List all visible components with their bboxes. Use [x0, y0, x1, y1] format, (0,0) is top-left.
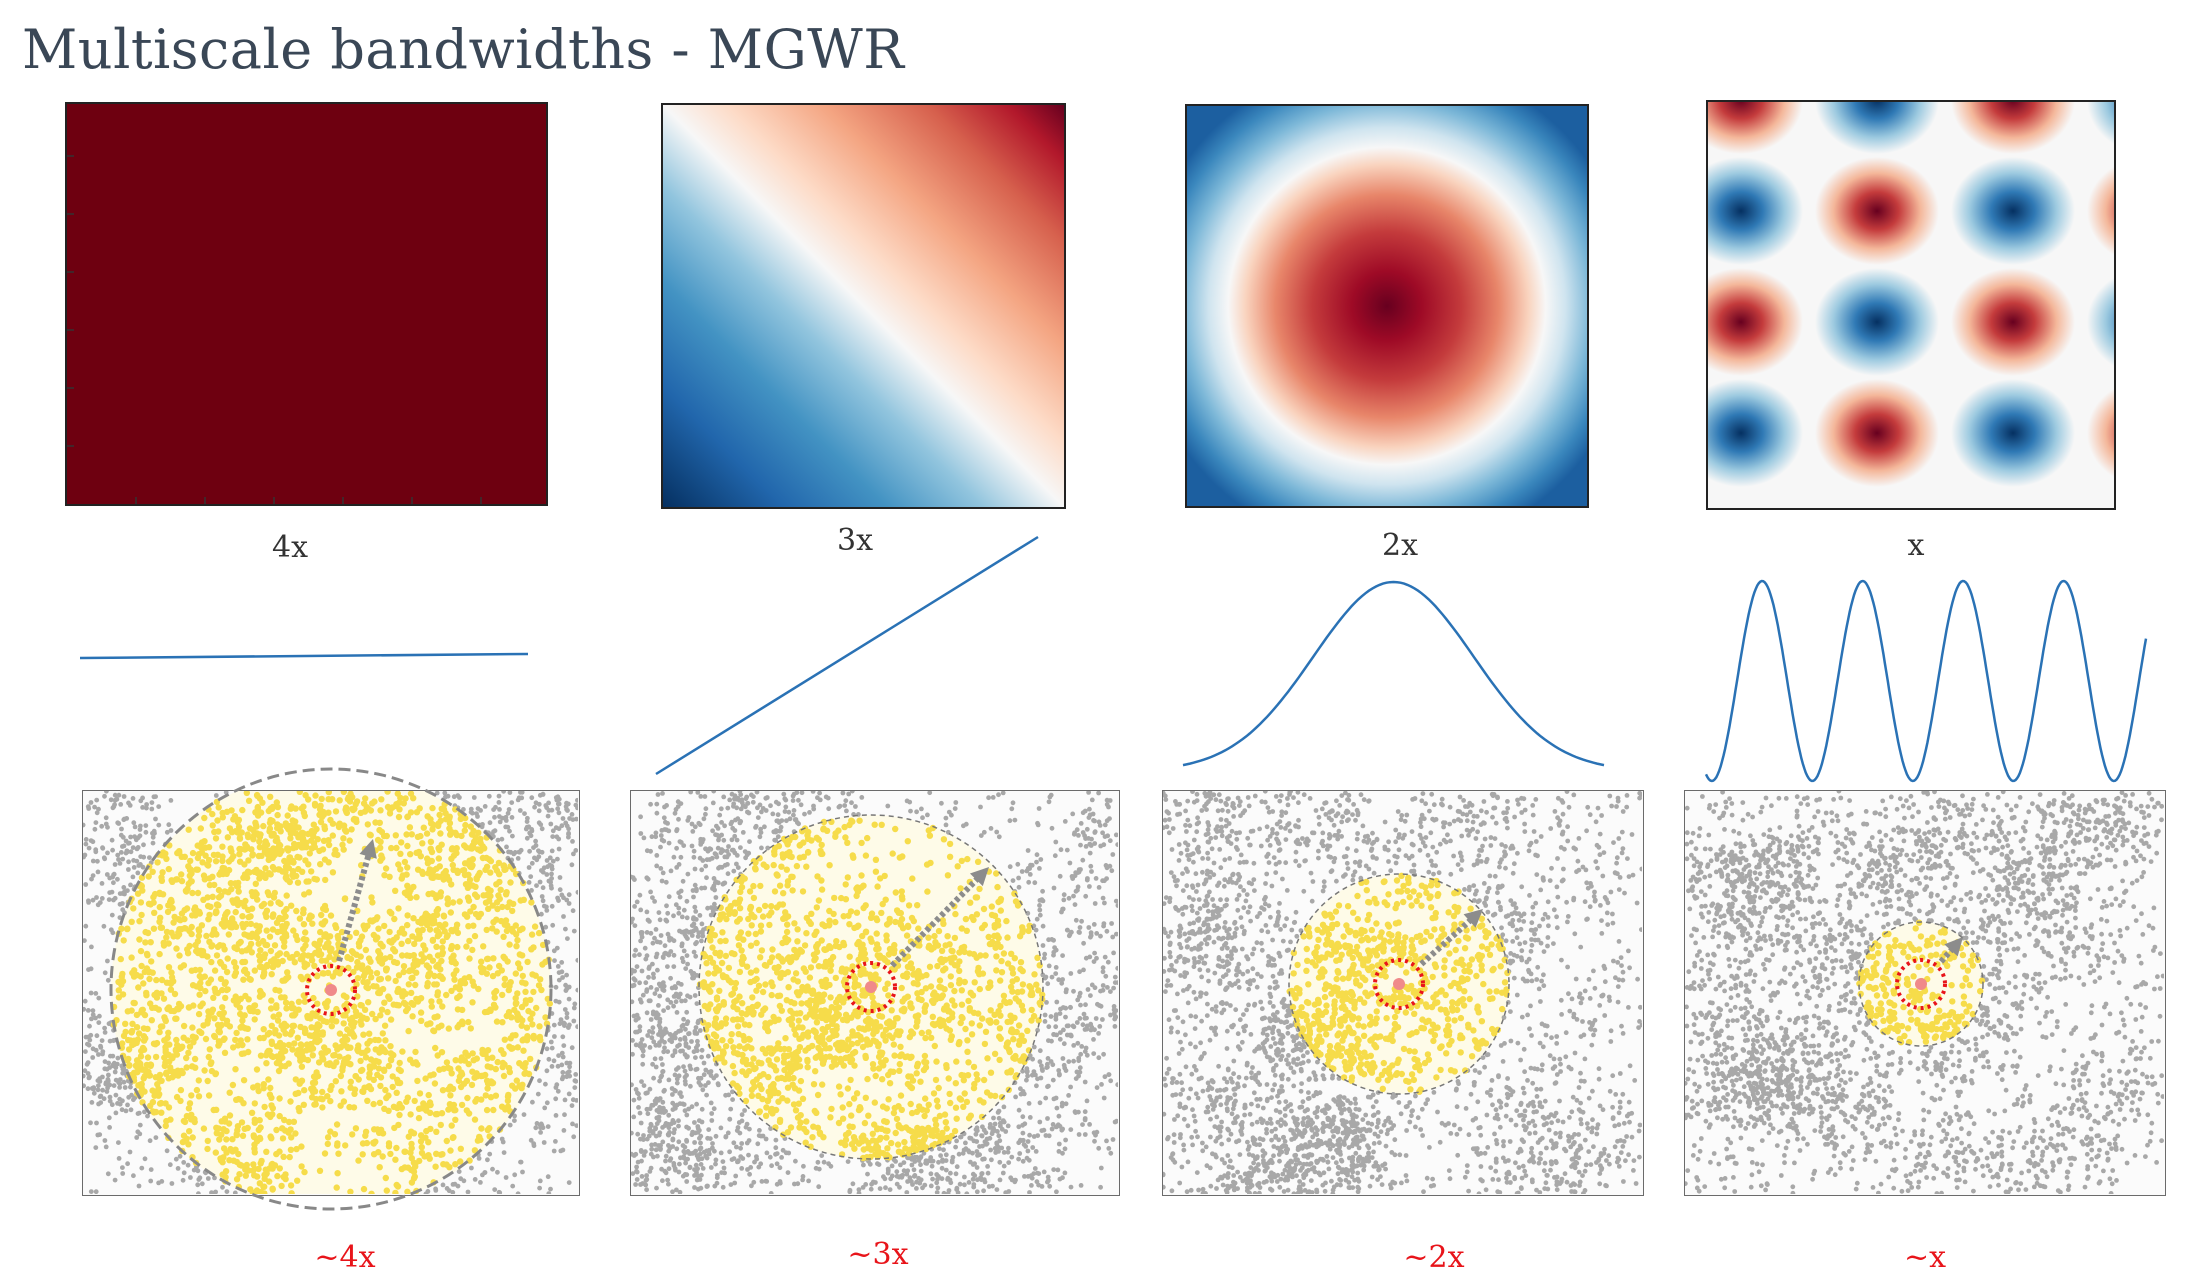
axis-ticks: [67, 155, 482, 504]
surface-periodic: [1706, 100, 2116, 510]
negative-blob: [2087, 277, 2114, 367]
positive-blob: [1708, 102, 1803, 154]
positive-blob: [1815, 379, 1939, 487]
positive-blob: [1815, 157, 1939, 265]
map-bandwidth-3x: [630, 790, 1120, 1196]
bandwidth-label-3x: ~3x: [847, 1237, 909, 1272]
negative-blob: [1815, 102, 1939, 154]
negative-blob: [1815, 268, 1939, 376]
curve-sine: [1704, 579, 2148, 783]
page-title: Multiscale bandwidths - MGWR: [22, 18, 905, 81]
bandwidth-ring: [1288, 873, 1510, 1095]
positive-blob: [2087, 166, 2114, 256]
map-bandwidth-x: [1684, 790, 2166, 1196]
focal-point: [865, 981, 877, 993]
surface-label-3x: 3x: [836, 523, 873, 558]
focal-ring: [1373, 958, 1425, 1010]
positive-blob: [1951, 102, 2075, 154]
focal-ring: [845, 961, 897, 1013]
focal-ring: [1895, 958, 1947, 1010]
gray-points: [631, 791, 1118, 1194]
negative-blob: [1951, 379, 2075, 487]
periodic-pattern: [1708, 102, 2114, 508]
arrow-head: [1463, 909, 1483, 928]
positive-blob: [1708, 268, 1803, 376]
negative-blob: [1708, 157, 1803, 265]
yellow-points: [1286, 872, 1511, 1095]
focal-point: [1915, 978, 1927, 990]
curve-linear: [655, 535, 1039, 776]
arrow-head: [1944, 937, 1963, 957]
gray-points: [1163, 791, 1642, 1194]
arrow-head: [969, 867, 989, 887]
negative-blob: [1708, 379, 1803, 487]
bandwidth-ring: [1858, 921, 1984, 1047]
curve-gaussian: [1182, 580, 1605, 767]
negative-blob: [2087, 102, 2114, 145]
negative-blob: [1951, 157, 2075, 265]
curve-flat: [79, 652, 529, 660]
bandwidth-label-x: ~x: [1903, 1240, 1947, 1275]
bandwidth-label-2x: ~2x: [1403, 1240, 1465, 1275]
focal-point: [1393, 978, 1405, 990]
positive-blob: [2087, 388, 2114, 478]
positive-blob: [1951, 268, 2075, 376]
surface-linear-gradient: [661, 103, 1066, 509]
map-bandwidth-4x: [82, 790, 580, 1196]
focal-point: [325, 984, 337, 996]
yellow-points: [1856, 919, 1986, 1046]
map-bandwidth-2x: [1162, 790, 1644, 1196]
surface-label-4x: 4x: [271, 530, 308, 565]
surface-label-2x: 2x: [1381, 528, 1418, 563]
gray-points: [1685, 791, 2164, 1194]
surface-radial: [1185, 104, 1589, 508]
surface-label-x: x: [1907, 528, 1925, 563]
radius-arrow: [1419, 916, 1475, 967]
surface-constant: [65, 102, 548, 506]
bandwidth-ring: [698, 814, 1044, 1160]
bandwidth-label-4x: ~4x: [314, 1240, 376, 1275]
